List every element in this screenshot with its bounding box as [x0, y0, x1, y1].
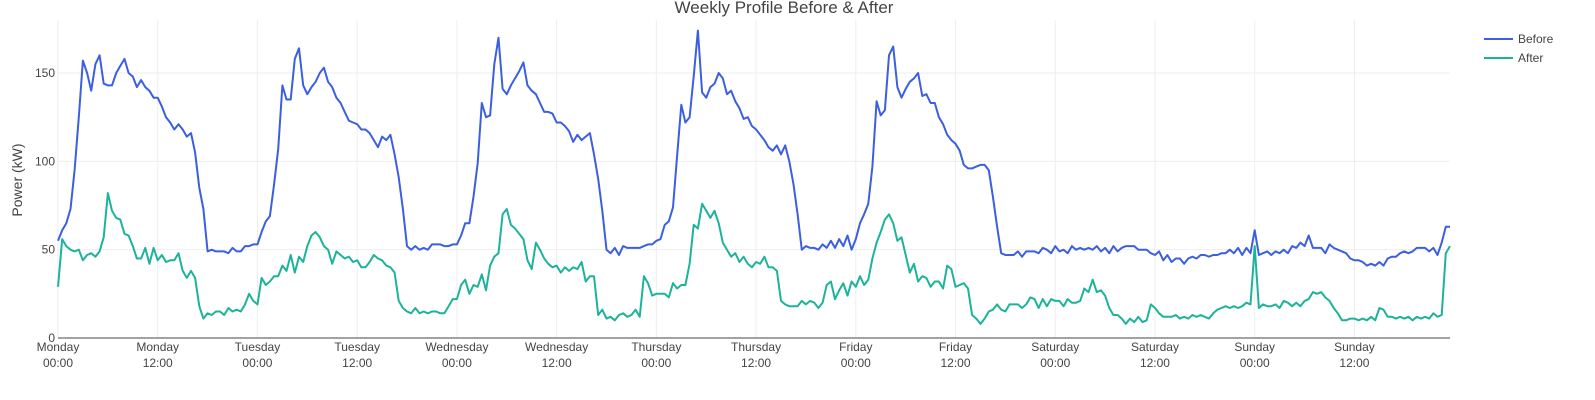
- x-tick-label: Saturday 00:00: [1031, 340, 1079, 370]
- y-tick-labels: 0 50 100 150: [35, 66, 55, 345]
- x-tick-label: Friday 00:00: [839, 340, 872, 370]
- legend[interactable]: Before After: [1484, 32, 1554, 65]
- y-tick-label: 150: [35, 66, 55, 80]
- x-tick-label: Thursday 00:00: [631, 340, 681, 370]
- chart-title: Weekly Profile Before & After: [675, 0, 894, 17]
- x-tick-label: Thursday 12:00: [731, 340, 781, 370]
- x-tick-label: Friday 12:00: [939, 340, 972, 370]
- legend-item-after[interactable]: After: [1484, 51, 1543, 65]
- x-tick-label: Saturday 12:00: [1131, 340, 1179, 370]
- x-tick-label: Monday 00:00: [37, 340, 80, 370]
- grid-layer: [57, 20, 1450, 338]
- x-tick-label: Monday 12:00: [136, 340, 179, 370]
- y-tick-label: 100: [35, 154, 55, 168]
- x-tick-label: Wednesday 00:00: [425, 340, 488, 370]
- x-tick-label: Wednesday 12:00: [525, 340, 588, 370]
- x-tick-label: Sunday 12:00: [1334, 340, 1375, 370]
- series-line-after: [57, 192, 1451, 325]
- y-tick-label: 50: [42, 243, 56, 257]
- x-tick-label: Tuesday 00:00: [235, 340, 281, 370]
- x-tick-label: Sunday 00:00: [1234, 340, 1275, 370]
- legend-item-before[interactable]: Before: [1484, 32, 1554, 46]
- x-tick-label: Tuesday 12:00: [334, 340, 380, 370]
- series-layer: [57, 29, 1451, 325]
- legend-label: After: [1518, 51, 1543, 65]
- x-tick-labels: Monday 00:00 Monday 12:00 Tuesday 00:00 Tuesda…: [37, 340, 1375, 370]
- series-line-before: [57, 29, 1450, 267]
- legend-label: Before: [1518, 32, 1554, 46]
- y-tick-label: 0: [48, 331, 55, 345]
- y-axis-title: Power (kW): [9, 143, 25, 216]
